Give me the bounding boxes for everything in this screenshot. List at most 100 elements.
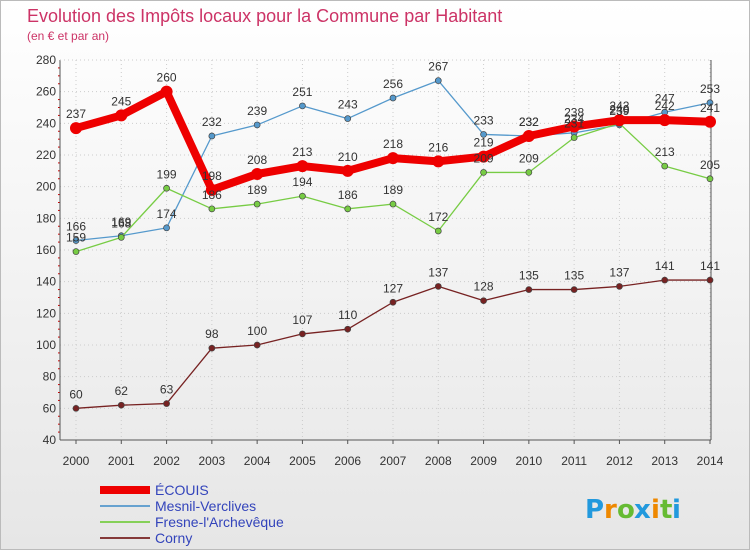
y-tick-label: 140 <box>36 275 56 289</box>
data-label-3: 128 <box>474 280 494 294</box>
data-point-1 <box>706 99 714 107</box>
legend-label-3: Corny <box>155 530 192 546</box>
data-label-0: 245 <box>111 94 131 108</box>
data-point-2 <box>525 169 533 176</box>
logo-letter: i <box>672 495 681 525</box>
data-point-1 <box>389 94 397 102</box>
data-label-3: 141 <box>700 259 720 273</box>
data-point-3 <box>163 400 170 407</box>
data-point-2 <box>208 205 216 213</box>
data-label-2: 205 <box>700 158 720 172</box>
logo-letter: t <box>660 495 672 525</box>
data-label-1: 239 <box>609 104 629 118</box>
x-tick-label: 2012 <box>606 454 633 468</box>
data-label-2: 186 <box>202 188 222 202</box>
data-point-0 <box>658 114 671 127</box>
logo-letter: r <box>604 495 617 525</box>
data-point-0 <box>387 152 399 165</box>
x-tick-label: 2014 <box>697 454 724 468</box>
data-point-0 <box>568 120 581 133</box>
data-label-1: 239 <box>247 104 267 118</box>
data-label-3: 135 <box>564 269 584 283</box>
data-point-1 <box>163 224 170 232</box>
x-tick-label: 2008 <box>425 454 452 468</box>
data-point-0 <box>432 155 445 168</box>
data-label-3: 127 <box>383 281 403 295</box>
chart-title: Evolution des Impôts locaux pour la Comm… <box>27 6 502 26</box>
data-label-2: 240 <box>609 102 629 116</box>
y-tick-label: 100 <box>36 338 56 352</box>
x-tick-label: 2007 <box>380 454 407 468</box>
data-point-1 <box>299 102 306 110</box>
data-label-2: 194 <box>292 175 312 189</box>
data-label-1: 233 <box>474 113 494 127</box>
x-tick-label: 2004 <box>244 454 271 468</box>
data-point-2 <box>117 233 125 241</box>
x-tick-label: 2006 <box>334 454 361 468</box>
data-label-3: 100 <box>247 324 267 338</box>
data-label-2: 172 <box>428 210 448 224</box>
y-tick-label: 180 <box>36 211 56 225</box>
data-point-3 <box>253 341 261 349</box>
data-label-3: 137 <box>428 265 448 279</box>
legend-label-2: Fresne-l'Archevêque <box>155 514 284 530</box>
y-tick-label: 160 <box>36 243 56 257</box>
data-point-2 <box>661 162 669 170</box>
data-point-2 <box>570 134 578 141</box>
data-label-3: 137 <box>609 265 629 279</box>
y-tick-label: 60 <box>43 401 57 415</box>
data-label-1: 232 <box>519 115 539 129</box>
logo-letter: o <box>617 495 635 525</box>
data-point-2 <box>389 200 397 208</box>
data-point-3 <box>525 286 533 293</box>
data-label-1: 243 <box>338 98 358 112</box>
data-label-1: 232 <box>202 115 222 129</box>
data-label-0: 242 <box>655 99 675 113</box>
data-label-2: 189 <box>247 183 267 197</box>
data-label-3: 98 <box>205 327 219 341</box>
data-point-0 <box>477 150 490 163</box>
data-label-0: 219 <box>474 136 494 150</box>
data-label-1: 234 <box>564 112 584 126</box>
data-label-1: 166 <box>66 220 86 234</box>
data-point-0 <box>522 130 535 142</box>
data-point-3 <box>661 276 669 284</box>
chart-subtitle: (en € et par an) <box>27 29 109 43</box>
legend-label-0: ÉCOUIS <box>155 482 209 498</box>
data-label-3: 141 <box>655 259 675 273</box>
data-label-3: 107 <box>292 313 312 327</box>
data-point-1 <box>480 131 487 138</box>
data-point-3 <box>480 297 487 305</box>
data-label-1: 174 <box>157 207 177 221</box>
data-label-2: 159 <box>66 231 86 245</box>
data-point-2 <box>299 192 306 200</box>
data-point-3 <box>72 404 80 412</box>
y-tick-label: 240 <box>36 116 56 130</box>
data-point-0 <box>296 160 309 173</box>
plot-area: 40 60 80 100 120 140 160 180 200 220 240 260 280 2000… <box>36 53 724 468</box>
data-label-3: 63 <box>160 383 174 397</box>
data-point-3 <box>299 330 306 338</box>
data-label-2: 209 <box>474 151 494 165</box>
data-label-0: 210 <box>338 150 358 164</box>
data-point-3 <box>344 325 352 333</box>
y-tick-label: 80 <box>43 370 57 384</box>
data-point-0 <box>70 122 82 135</box>
x-tick-label: 2003 <box>199 454 226 468</box>
data-point-3 <box>706 276 714 284</box>
data-label-1: 256 <box>383 77 403 91</box>
x-tick-label: 2010 <box>516 454 543 468</box>
data-label-2: 189 <box>383 183 403 197</box>
data-point-3 <box>434 283 442 290</box>
data-label-3: 62 <box>115 384 129 398</box>
data-label-0: 216 <box>428 140 448 154</box>
data-point-2 <box>163 184 170 192</box>
data-label-0: 213 <box>292 145 312 159</box>
x-tick-label: 2005 <box>289 454 316 468</box>
y-tick-label: 40 <box>43 433 57 447</box>
x-tick-label: 2009 <box>470 454 497 468</box>
data-label-0: 218 <box>383 137 403 151</box>
data-label-0: 242 <box>609 99 629 113</box>
x-tick-label: 2002 <box>153 454 180 468</box>
